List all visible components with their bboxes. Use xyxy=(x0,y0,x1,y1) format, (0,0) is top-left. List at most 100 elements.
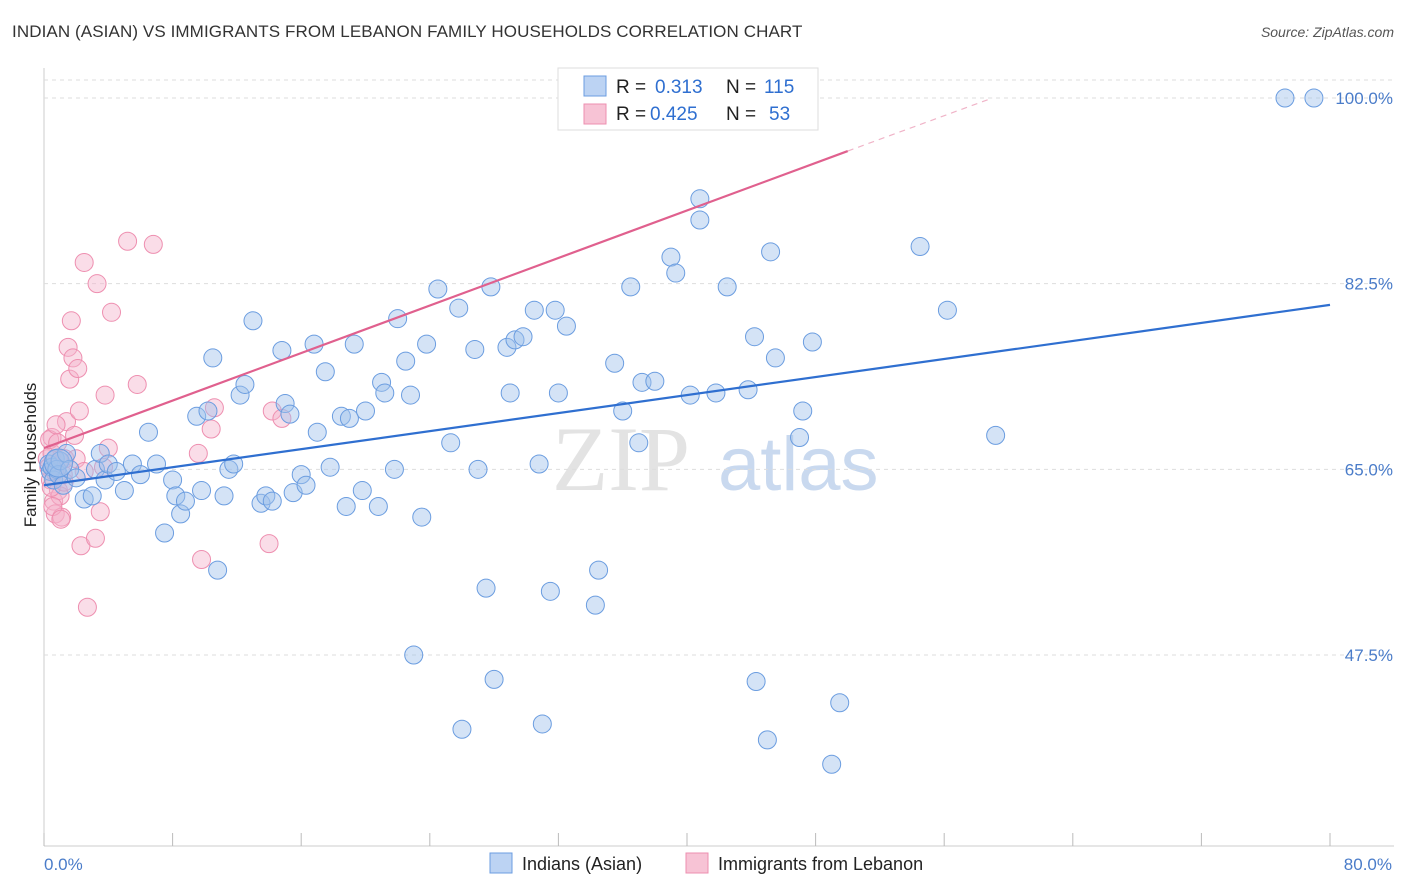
indian-point xyxy=(500,383,520,403)
indian-point xyxy=(1304,88,1324,108)
indian-point xyxy=(830,693,850,713)
indian-point xyxy=(745,327,765,347)
y-tick-labels: 47.5% 65.0% 82.5% 100.0% xyxy=(1335,89,1393,665)
lebanon-point xyxy=(127,374,147,394)
indian-point xyxy=(757,730,777,750)
lebanon-trendline-extension xyxy=(847,97,993,152)
indian-point xyxy=(166,486,186,506)
indian-trendline xyxy=(43,303,1331,487)
lebanon-point xyxy=(77,597,97,617)
indian-point xyxy=(296,475,316,495)
chart-title: INDIAN (ASIAN) VS IMMIGRANTS FROM LEBANO… xyxy=(12,22,803,41)
indian-point xyxy=(589,560,609,580)
indian-point xyxy=(761,242,781,262)
lebanon-point xyxy=(118,231,138,251)
series-legend: Indians (Asian) Immigrants from Lebanon xyxy=(489,852,923,874)
indian-point xyxy=(793,401,813,421)
indian-point xyxy=(613,401,633,421)
indian-point xyxy=(540,581,560,601)
legend-r-value-lebanon: 0.425 xyxy=(650,104,698,125)
indian-point xyxy=(412,507,432,527)
lebanon-point xyxy=(201,419,221,439)
legend-swatch-indian xyxy=(583,75,607,97)
indian-point xyxy=(388,309,408,329)
indian-point xyxy=(645,371,665,391)
lebanon-point xyxy=(102,302,122,322)
y-tick-label: 100.0% xyxy=(1335,89,1393,108)
series-lebanon-points xyxy=(37,86,734,617)
watermark: ZIP atlas xyxy=(552,408,879,510)
lebanon-point xyxy=(74,252,94,272)
indian-point xyxy=(175,491,195,511)
lebanon-point xyxy=(60,369,80,389)
lebanon-point xyxy=(192,550,212,570)
indian-point xyxy=(187,406,207,426)
trendlines xyxy=(43,97,1331,487)
indian-point xyxy=(396,351,416,371)
indian-point xyxy=(106,461,126,481)
indian-point-cluster xyxy=(43,448,73,478)
indian-point xyxy=(214,486,234,506)
indian-point xyxy=(585,595,605,615)
indian-point xyxy=(738,380,758,400)
indian-point xyxy=(661,247,681,267)
indian-point xyxy=(98,454,118,474)
lebanon-point xyxy=(95,385,115,405)
indian-point xyxy=(192,481,212,501)
indian-point xyxy=(1275,88,1295,108)
indian-point xyxy=(465,339,485,359)
indian-point xyxy=(291,465,311,485)
indian-point xyxy=(621,277,641,297)
indian-point xyxy=(556,316,576,336)
indian-point xyxy=(375,383,395,403)
indian-point xyxy=(262,491,282,511)
x-tick-label-max: 80.0% xyxy=(1344,855,1392,874)
lebanon-point xyxy=(61,311,81,331)
legend-n-label-lebanon: N = xyxy=(726,104,756,125)
indian-point xyxy=(280,404,300,424)
indian-point xyxy=(717,277,737,297)
indian-point xyxy=(171,504,191,524)
indian-point xyxy=(155,523,175,543)
bottom-legend-swatch-lebanon xyxy=(685,852,709,874)
indian-point xyxy=(344,334,364,354)
source-label: Source: ZipAtlas.com xyxy=(1260,24,1394,40)
indian-point xyxy=(452,719,472,739)
indian-point xyxy=(428,279,448,299)
indian-point xyxy=(114,481,134,501)
indian-point xyxy=(822,754,842,774)
indian-point xyxy=(307,422,327,442)
indian-point xyxy=(256,486,276,506)
lebanon-point xyxy=(69,401,89,421)
indian-point xyxy=(532,714,552,734)
lebanon-point xyxy=(58,337,78,357)
indian-point xyxy=(790,428,810,448)
indian-point xyxy=(230,385,250,405)
indian-point xyxy=(368,496,388,516)
bottom-legend-label-lebanon: Immigrants from Lebanon xyxy=(718,854,923,874)
legend-n-value-indian: 115 xyxy=(764,77,794,98)
indian-point xyxy=(417,334,437,354)
indian-point xyxy=(529,454,549,474)
indian-point xyxy=(401,385,421,405)
legend-n-label-indian: N = xyxy=(726,77,756,98)
indian-point xyxy=(802,332,822,352)
indian-point xyxy=(468,459,488,479)
indian-point xyxy=(208,560,228,580)
indian-point xyxy=(372,372,392,392)
indian-point xyxy=(449,298,469,318)
indian-point xyxy=(198,401,218,421)
indian-point xyxy=(203,348,223,368)
legend-swatch-lebanon xyxy=(583,103,607,125)
indian-point xyxy=(629,433,649,453)
series-indian-points xyxy=(39,88,1324,774)
lebanon-point xyxy=(188,443,208,463)
legend-r-value-indian: 0.313 xyxy=(655,77,703,98)
bottom-legend-label-indian: Indians (Asian) xyxy=(522,854,642,874)
lebanon-point xyxy=(68,359,88,379)
lebanon-point xyxy=(51,509,71,529)
indian-point xyxy=(336,496,356,516)
indian-point xyxy=(352,481,372,501)
indian-point xyxy=(163,470,183,490)
